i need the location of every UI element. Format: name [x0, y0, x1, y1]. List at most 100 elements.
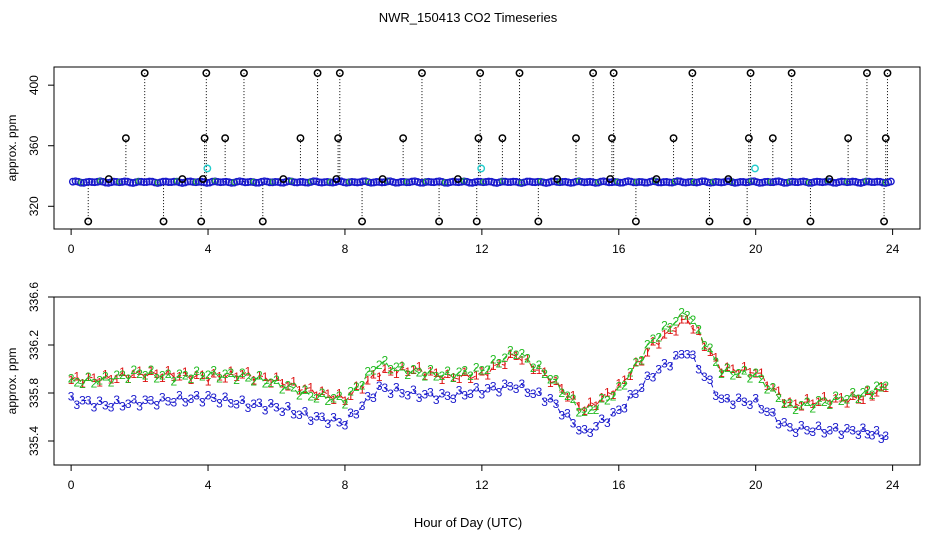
series-marker-2: 2	[239, 366, 246, 380]
series-marker-2: 2	[404, 368, 411, 382]
series-marker-1: 1	[593, 399, 600, 413]
series-marker-1: 1	[456, 372, 463, 386]
baseline-point	[687, 178, 696, 186]
series-marker-2: 2	[427, 363, 434, 377]
y-tick-label: 335.8	[27, 378, 41, 408]
outlier-point	[787, 69, 796, 78]
baseline-point	[372, 178, 381, 186]
series-marker-1: 1	[724, 360, 731, 374]
series-marker-1: 1	[661, 327, 668, 341]
series-marker-3: 3	[518, 377, 525, 391]
series-marker-2: 2	[79, 377, 86, 391]
series-marker-3: 3	[370, 391, 377, 405]
series-marker-3: 3	[484, 382, 491, 396]
baseline-point	[580, 178, 589, 187]
series-marker-1: 1	[285, 379, 292, 393]
series-marker-1: 1	[382, 362, 389, 376]
series-marker-3: 3	[199, 395, 206, 409]
baseline-point	[290, 178, 299, 187]
series-marker-1: 1	[821, 389, 828, 403]
series-marker-3: 3	[205, 388, 212, 402]
series-marker-2: 2	[593, 403, 600, 417]
baseline-point	[120, 177, 129, 186]
outlier-point	[474, 134, 483, 143]
baseline-point	[348, 178, 356, 186]
series-marker-1: 1	[792, 397, 799, 411]
baseline-point	[731, 178, 739, 187]
series-marker-2: 2	[667, 321, 674, 335]
series-marker-3: 3	[690, 348, 697, 362]
baseline-point	[427, 178, 436, 187]
series-marker-2: 2	[347, 385, 354, 399]
x-tick-label: 20	[749, 478, 763, 492]
series-marker-2: 2	[290, 381, 297, 395]
panel-bottom-averaged-co2: approx. ppm 0 4 8 12 16 20 24335.4335.8336.233…	[5, 282, 921, 492]
series-marker-1: 1	[68, 373, 75, 387]
baseline-point	[465, 178, 474, 187]
series-marker-2: 2	[131, 363, 138, 377]
series-marker-2: 2	[701, 338, 708, 352]
series-marker-2: 2	[364, 364, 371, 378]
series-marker-1: 1	[878, 380, 885, 394]
series-marker-3: 3	[79, 393, 86, 407]
series-marker-1: 1	[176, 370, 183, 384]
series-marker-2: 2	[730, 369, 737, 383]
series-marker-2: 2	[792, 403, 799, 417]
series-marker-1: 1	[650, 334, 657, 348]
series-marker-3: 3	[536, 385, 543, 399]
baseline-point	[616, 178, 624, 187]
series-marker-1: 1	[610, 388, 617, 402]
series-marker-3: 3	[792, 426, 799, 440]
series-marker-2: 2	[216, 371, 223, 385]
series-marker-3: 3	[496, 385, 503, 399]
series-marker-1: 1	[604, 385, 611, 399]
baseline-point	[82, 178, 91, 187]
series-marker-2: 2	[279, 382, 286, 396]
x-tick-label: 0	[68, 478, 75, 492]
series-marker-2: 2	[68, 372, 75, 386]
series-marker-1: 1	[439, 373, 446, 387]
series-marker-3: 3	[393, 380, 400, 394]
series-marker-2: 2	[267, 376, 274, 390]
series-marker-3: 3	[804, 424, 811, 438]
series-marker-1: 1	[479, 365, 486, 379]
y-tick-label: 320	[27, 196, 41, 216]
series-marker-3: 3	[758, 403, 765, 417]
series-marker-2: 2	[576, 406, 583, 420]
series-marker-2: 2	[536, 358, 543, 372]
series-marker-2: 2	[587, 403, 594, 417]
series-marker-3: 3	[513, 382, 520, 396]
series-marker-3: 3	[170, 396, 177, 410]
series-marker-2: 2	[735, 367, 742, 381]
series-marker-3: 3	[342, 419, 349, 433]
series-marker-1: 1	[678, 312, 685, 326]
series-marker-2: 2	[410, 363, 417, 377]
series-marker-3: 3	[564, 406, 571, 420]
outlier-point	[313, 69, 322, 78]
series-marker-2: 2	[233, 373, 240, 387]
series-marker-2: 2	[610, 389, 617, 403]
series-marker-3: 3	[228, 397, 235, 411]
y-tick-label: 336.6	[27, 282, 41, 312]
series-marker-3: 3	[68, 389, 75, 403]
series-marker-1: 1	[210, 366, 217, 380]
series-marker-2: 2	[165, 367, 172, 381]
series-marker-2: 2	[633, 355, 640, 369]
series-marker-1: 1	[809, 397, 816, 411]
panel-bottom-frame	[53, 296, 921, 466]
series-marker-1: 1	[336, 387, 343, 401]
baseline-point	[772, 177, 780, 186]
baseline-point	[296, 178, 304, 186]
outlier-point	[844, 134, 853, 143]
x-tick-label: 8	[342, 242, 349, 256]
panel-bottom-ylabel: approx. ppm	[5, 348, 19, 415]
baseline-point	[350, 178, 359, 187]
series-marker-2: 2	[222, 367, 229, 381]
series-marker-2: 2	[752, 366, 759, 380]
outlier-point	[476, 69, 485, 78]
x-tick-label: 0	[68, 242, 75, 256]
series-marker-2: 2	[615, 380, 622, 394]
series-marker-3: 3	[131, 393, 138, 407]
series-marker-2: 2	[125, 372, 132, 386]
